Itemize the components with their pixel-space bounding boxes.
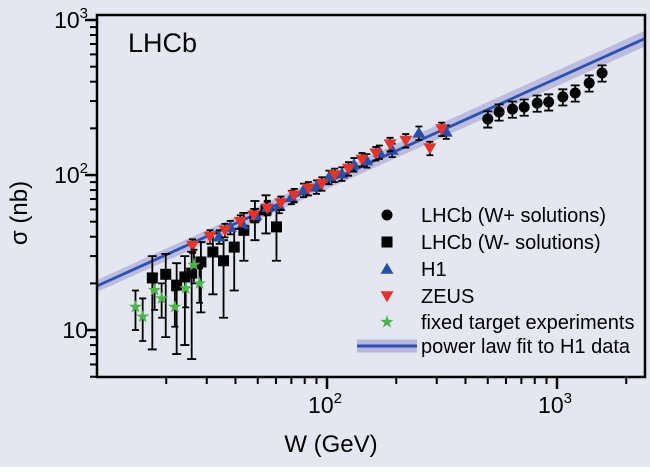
data-point xyxy=(369,148,383,160)
data-point xyxy=(212,230,226,242)
data-point xyxy=(315,178,329,190)
legend-label: LHCb (W+ solutions) xyxy=(421,205,606,227)
data-point xyxy=(380,262,394,274)
data-point xyxy=(341,163,355,175)
data-point xyxy=(399,135,413,147)
data-point xyxy=(233,216,247,228)
legend-item-zeus: ZEUS xyxy=(380,286,474,308)
legend-item-lhcb-w-solutions: LHCb (W+ solutions) xyxy=(381,205,606,227)
data-point xyxy=(203,231,217,243)
legend-label: ZEUS xyxy=(421,286,474,308)
data-point xyxy=(596,67,608,79)
data-point xyxy=(328,170,342,182)
data-point xyxy=(186,267,198,279)
data-point xyxy=(192,276,207,290)
x-tick-label: 103 xyxy=(538,390,572,418)
data-point xyxy=(518,101,530,113)
data-point xyxy=(218,255,230,267)
error-bar xyxy=(147,255,157,351)
data-point xyxy=(381,209,393,221)
data-point xyxy=(531,97,543,109)
legend-label: LHCb (W- solutions) xyxy=(421,232,601,254)
data-point xyxy=(128,299,143,313)
data-point xyxy=(136,309,150,323)
legend-label: power law fit to H1 data xyxy=(421,336,631,358)
data-point xyxy=(380,291,394,303)
data-point xyxy=(355,154,369,166)
series-fixed-target-experiments xyxy=(128,248,207,342)
data-point xyxy=(423,143,437,155)
data-point xyxy=(171,279,183,291)
data-point xyxy=(168,299,182,313)
legend-item-h1: H1 xyxy=(380,259,447,281)
legend-item-power-law-fit-to-h1-data: power law fit to H1 data xyxy=(357,336,631,358)
data-point xyxy=(247,210,261,222)
y-tick-label: 102 xyxy=(54,160,88,188)
data-point xyxy=(380,315,394,328)
data-point xyxy=(506,103,518,115)
data-point xyxy=(296,183,310,195)
data-point xyxy=(238,224,250,236)
data-point xyxy=(218,225,232,237)
data-point xyxy=(228,241,240,253)
data-point xyxy=(543,96,555,108)
data-point xyxy=(185,240,199,252)
data-point xyxy=(274,198,288,210)
data-point xyxy=(383,139,397,151)
data-point xyxy=(439,125,453,137)
plot-frame xyxy=(95,13,647,379)
data-point xyxy=(146,272,158,284)
data-point xyxy=(482,113,494,125)
y-axis-title: σ (nb) xyxy=(6,181,33,245)
x-tick-label: 102 xyxy=(308,390,342,418)
data-point xyxy=(179,281,193,294)
legend-label: H1 xyxy=(421,259,447,281)
data-point xyxy=(569,87,581,99)
error-bar xyxy=(131,289,139,331)
data-point xyxy=(412,126,426,138)
data-point xyxy=(187,257,201,271)
legend-label: fixed target experiments xyxy=(421,312,634,334)
y-tick-label: 10 xyxy=(62,317,88,343)
data-point xyxy=(160,268,172,280)
data-point xyxy=(301,183,315,195)
data-point xyxy=(435,124,449,136)
data-point xyxy=(309,180,323,192)
y-tick-label: 103 xyxy=(54,5,88,33)
legend: LHCb (W+ solutions) LHCb (W- solutions) H1… xyxy=(357,205,634,358)
data-point xyxy=(381,236,393,248)
data-point xyxy=(207,246,219,258)
data-point xyxy=(195,256,207,268)
data-point xyxy=(260,203,274,215)
legend-item-fixed-target-experiments: fixed target experiments xyxy=(380,312,634,334)
data-point xyxy=(583,77,595,89)
data-point xyxy=(287,190,301,202)
series-zeus xyxy=(185,121,449,254)
data-point xyxy=(557,91,569,103)
series-lhcb-w-solutions xyxy=(482,64,608,129)
data-point xyxy=(147,283,162,296)
data-point xyxy=(154,291,169,305)
error-bar xyxy=(139,297,147,342)
legend-item-lhcb-w-solutions: LHCb (W- solutions) xyxy=(381,232,601,254)
data-point xyxy=(270,221,282,233)
error-bar xyxy=(161,252,171,339)
x-axis-title: W (GeV) xyxy=(284,431,377,458)
data-point xyxy=(493,106,505,118)
chart-title: LHCb xyxy=(128,28,197,58)
